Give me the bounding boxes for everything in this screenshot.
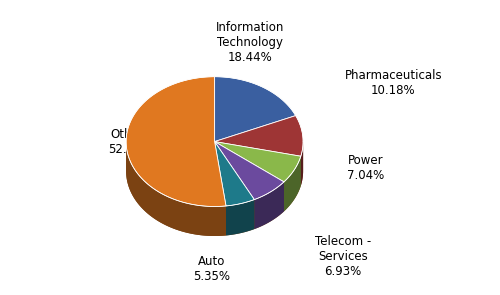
Polygon shape <box>284 156 301 212</box>
Polygon shape <box>214 77 296 142</box>
Text: Power
7.04%: Power 7.04% <box>348 154 385 182</box>
Polygon shape <box>126 77 226 206</box>
Text: Telecom -
Services
6.93%: Telecom - Services 6.93% <box>315 235 371 278</box>
Text: Others
52.05%: Others 52.05% <box>108 128 153 155</box>
Polygon shape <box>126 142 226 236</box>
Text: Pharmaceuticals
10.18%: Pharmaceuticals 10.18% <box>344 69 442 96</box>
Polygon shape <box>214 142 254 206</box>
Polygon shape <box>301 142 303 186</box>
Text: Information
Technology
18.44%: Information Technology 18.44% <box>216 21 284 64</box>
Text: Auto
5.35%: Auto 5.35% <box>193 255 230 283</box>
Polygon shape <box>214 116 303 156</box>
Polygon shape <box>226 200 254 235</box>
Polygon shape <box>214 142 284 200</box>
Polygon shape <box>126 142 303 236</box>
Polygon shape <box>214 142 301 182</box>
Polygon shape <box>254 182 284 229</box>
